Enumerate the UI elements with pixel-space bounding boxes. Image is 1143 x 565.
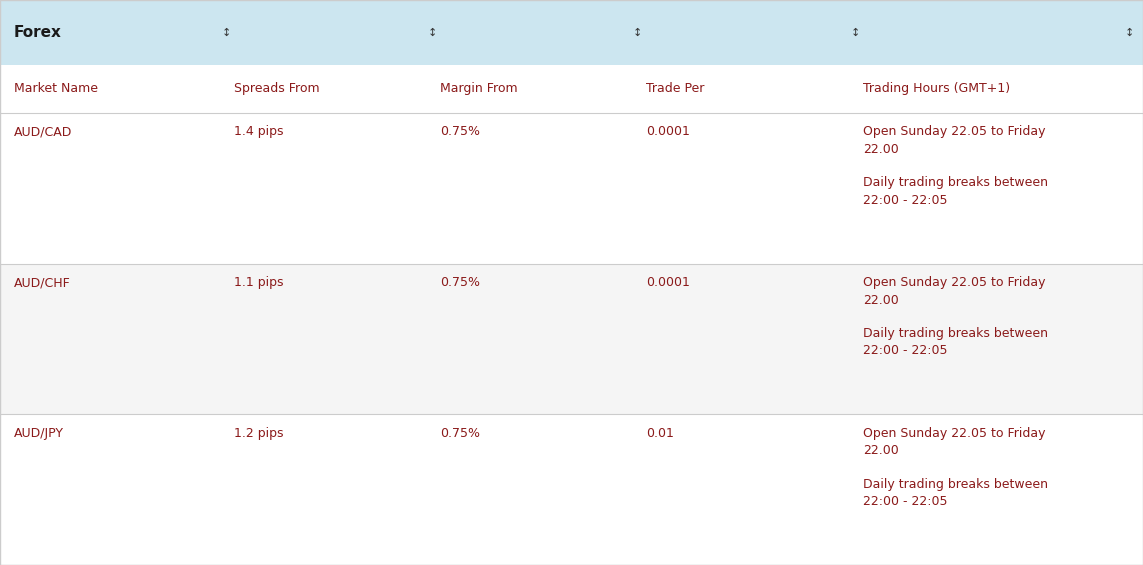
Text: 22:00 - 22:05: 22:00 - 22:05 bbox=[863, 495, 948, 508]
Text: Market Name: Market Name bbox=[14, 82, 97, 95]
Text: 22.00: 22.00 bbox=[863, 143, 898, 156]
Text: Forex: Forex bbox=[14, 25, 62, 40]
Text: ↕: ↕ bbox=[427, 28, 437, 37]
Text: 22.00: 22.00 bbox=[863, 294, 898, 307]
Text: 1.4 pips: 1.4 pips bbox=[234, 125, 283, 138]
Text: Open Sunday 22.05 to Friday: Open Sunday 22.05 to Friday bbox=[863, 125, 1046, 138]
Text: 0.75%: 0.75% bbox=[440, 427, 480, 440]
Text: 22.00: 22.00 bbox=[863, 444, 898, 457]
Text: Daily trading breaks between: Daily trading breaks between bbox=[863, 327, 1048, 340]
Text: AUD/JPY: AUD/JPY bbox=[14, 427, 64, 440]
Text: Spreads From: Spreads From bbox=[234, 82, 320, 95]
Text: ↕: ↕ bbox=[633, 28, 642, 37]
Text: Margin From: Margin From bbox=[440, 82, 518, 95]
Bar bbox=[0, 414, 1143, 565]
Text: 0.0001: 0.0001 bbox=[646, 125, 689, 138]
Text: ↕: ↕ bbox=[222, 28, 231, 37]
Bar bbox=[0, 264, 1143, 414]
Text: 1.1 pips: 1.1 pips bbox=[234, 276, 283, 289]
Text: 0.75%: 0.75% bbox=[440, 276, 480, 289]
Text: Open Sunday 22.05 to Friday: Open Sunday 22.05 to Friday bbox=[863, 276, 1046, 289]
Text: ↕: ↕ bbox=[850, 28, 860, 37]
Text: 0.75%: 0.75% bbox=[440, 125, 480, 138]
Text: Open Sunday 22.05 to Friday: Open Sunday 22.05 to Friday bbox=[863, 427, 1046, 440]
Text: 0.0001: 0.0001 bbox=[646, 276, 689, 289]
Text: 22:00 - 22:05: 22:00 - 22:05 bbox=[863, 345, 948, 358]
Text: ↕: ↕ bbox=[1125, 28, 1134, 37]
Text: Daily trading breaks between: Daily trading breaks between bbox=[863, 477, 1048, 490]
Text: Trading Hours (GMT+1): Trading Hours (GMT+1) bbox=[863, 82, 1010, 95]
Bar bbox=[0, 113, 1143, 264]
Text: 22:00 - 22:05: 22:00 - 22:05 bbox=[863, 194, 948, 207]
Text: 0.01: 0.01 bbox=[646, 427, 673, 440]
Text: AUD/CHF: AUD/CHF bbox=[14, 276, 71, 289]
Bar bbox=[0, 0, 1143, 65]
Text: Trade Per: Trade Per bbox=[646, 82, 704, 95]
Text: AUD/CAD: AUD/CAD bbox=[14, 125, 72, 138]
Text: Daily trading breaks between: Daily trading breaks between bbox=[863, 176, 1048, 189]
Text: 1.2 pips: 1.2 pips bbox=[234, 427, 283, 440]
